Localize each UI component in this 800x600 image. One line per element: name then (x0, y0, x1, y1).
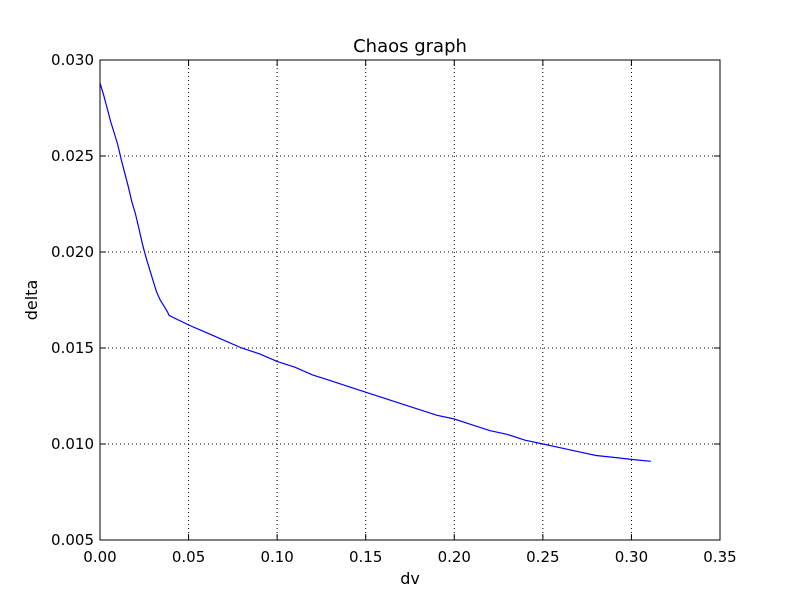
x-tick-label: 0.35 (703, 548, 736, 566)
grid-layer (100, 60, 720, 540)
y-tick-labels: 0.005 0.010 0.015 0.020 0.025 0.030 (51, 51, 94, 549)
line-layer (99, 82, 651, 462)
x-tick-labels: 0.00 0.05 0.10 0.15 0.20 0.25 0.30 0.35 (83, 548, 736, 566)
y-tick-label: 0.030 (51, 51, 94, 69)
x-tick-label: 0.10 (260, 548, 293, 566)
y-tick-label: 0.010 (51, 435, 94, 453)
y-tick-label: 0.005 (51, 531, 94, 549)
x-tick-label: 0.30 (615, 548, 648, 566)
chart-title: Chaos graph (353, 36, 467, 57)
series-line-0 (99, 82, 651, 462)
y-tick-label: 0.025 (51, 147, 94, 165)
y-tick-label: 0.015 (51, 339, 94, 357)
x-tick-label: 0.05 (172, 548, 205, 566)
tick-layer (99, 59, 721, 541)
x-tick-label: 0.25 (526, 548, 559, 566)
x-tick-label: 0.00 (83, 548, 116, 566)
y-axis-label: delta (22, 280, 41, 321)
x-tick-label: 0.15 (349, 548, 382, 566)
x-axis-label: dv (400, 569, 420, 588)
plot-frame (99, 59, 721, 541)
y-tick-label: 0.020 (51, 243, 94, 261)
x-tick-label: 0.20 (438, 548, 471, 566)
